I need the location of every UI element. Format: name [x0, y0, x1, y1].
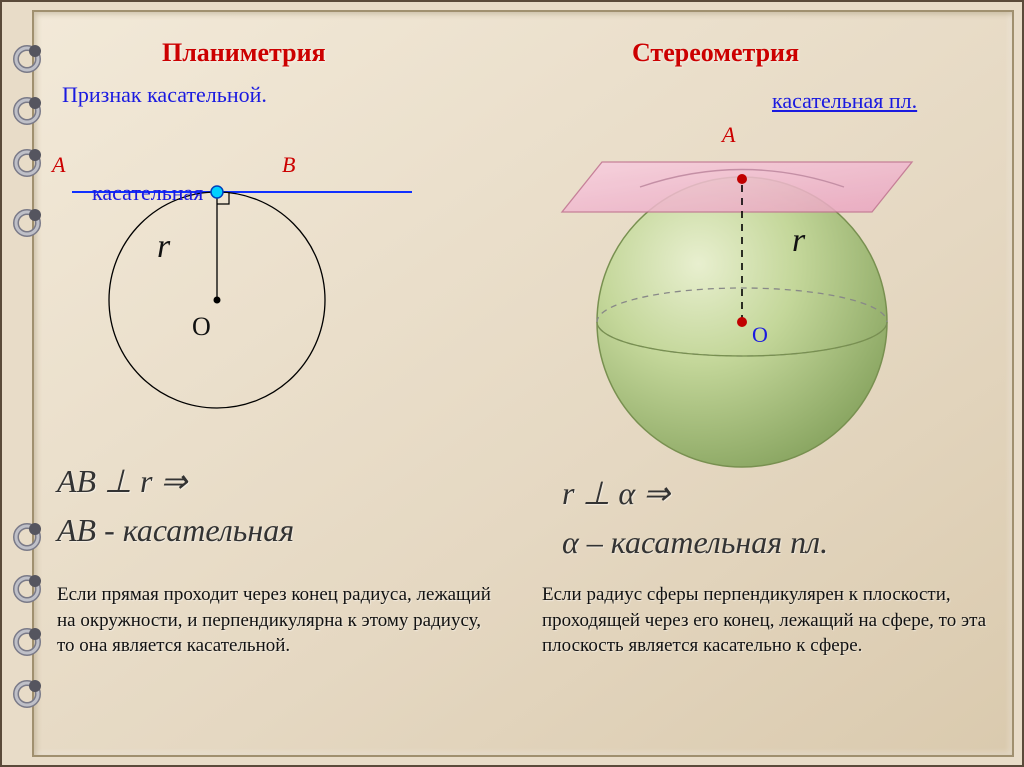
left-formula-2: AB - касательная — [57, 512, 294, 549]
point-A-right: А — [722, 122, 735, 148]
outer-frame: Планиметрия Признак касательной. А В кас… — [0, 0, 1024, 767]
O-label-left: О — [192, 312, 211, 342]
O-label-right: О — [752, 322, 768, 348]
binder-rings — [2, 10, 52, 757]
left-paragraph: Если прямая проходит через конец радиуса… — [57, 582, 497, 659]
left-subtitle: Признак касательной. — [62, 82, 267, 108]
stereometry-figure: А r О — [542, 112, 982, 482]
r-label-right: r — [792, 222, 805, 260]
planimetry-figure: А В касательная r О — [52, 120, 432, 440]
left-formula-1: AB ⊥ r ⇒ — [57, 462, 187, 500]
tangent-plane-label: касательная пл. — [772, 88, 917, 114]
right-formula-1: r ⊥ α ⇒ — [562, 474, 670, 512]
right-paragraph: Если радиус сферы перпендикулярен к плос… — [542, 582, 992, 659]
point-A-label: А — [52, 152, 65, 178]
right-title: Стереометрия — [632, 38, 799, 68]
point-B-label: В — [282, 152, 295, 178]
r-label-left: r — [157, 228, 170, 266]
left-title: Планиметрия — [162, 38, 326, 68]
right-formula-2: α – касательная пл. — [562, 524, 828, 561]
tangent-line-label: касательная — [92, 180, 203, 206]
